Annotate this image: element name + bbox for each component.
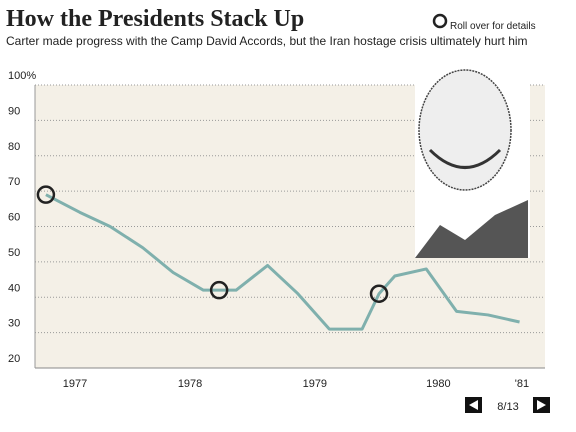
- x-tick-label: 1977: [63, 378, 87, 390]
- portrait-smile: [428, 148, 502, 169]
- y-tick-label: 70: [8, 176, 20, 188]
- highlight-marker[interactable]: [209, 280, 229, 300]
- highlight-marker[interactable]: [369, 284, 389, 303]
- highlight-marker[interactable]: [36, 185, 56, 204]
- x-tick-label: '81: [515, 378, 529, 390]
- prev-arrow: [469, 400, 478, 410]
- hint-icon: [432, 13, 448, 29]
- portrait-head: [418, 69, 512, 191]
- y-tick-label: 30: [8, 318, 20, 330]
- next-arrow: [537, 400, 546, 410]
- y-tick-label: 60: [8, 212, 20, 224]
- y-tick-label: 50: [8, 247, 20, 259]
- page-indicator: 8/13: [497, 401, 518, 413]
- y-tick-label: 100%: [8, 70, 36, 82]
- nav: 8/13: [465, 397, 550, 413]
- y-tick-label: 20: [8, 353, 20, 365]
- x-tick-label: 1980: [426, 378, 450, 390]
- y-tick-label: 40: [8, 282, 20, 294]
- hint-text: Roll over for details: [450, 21, 536, 32]
- title: How the Presidents Stack Up: [6, 6, 304, 32]
- y-tick-label: 90: [8, 105, 20, 117]
- x-tick-label: 1978: [178, 378, 202, 390]
- subtitle: Carter made progress with the Camp David…: [6, 34, 528, 48]
- data-line: [45, 193, 520, 331]
- x-tick-label: 1979: [303, 378, 327, 390]
- portrait-suit: [415, 200, 528, 258]
- y-tick-label: 80: [8, 141, 20, 153]
- hint[interactable]: Roll over for details: [432, 13, 536, 32]
- portrait: [415, 60, 530, 258]
